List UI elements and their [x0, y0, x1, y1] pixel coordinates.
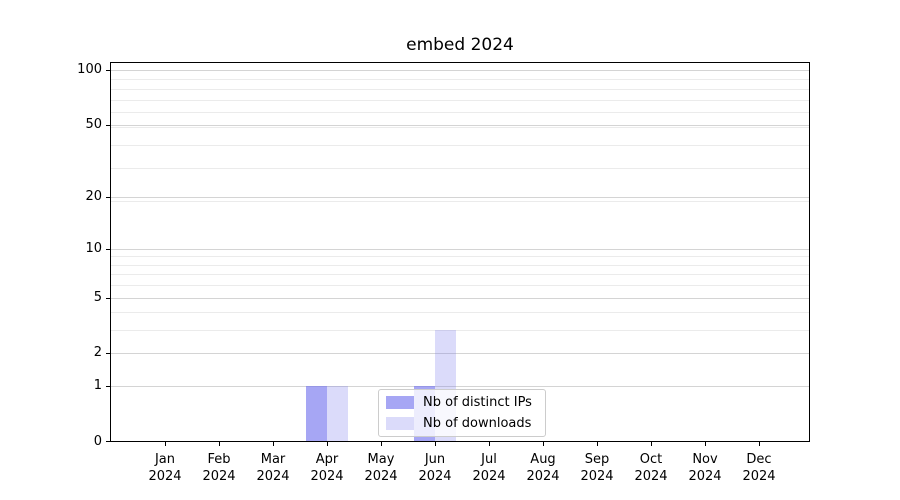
gridline-minor	[110, 126, 810, 128]
gridline-minor	[110, 112, 810, 113]
gridline-minor	[110, 200, 810, 202]
chart-title: embed 2024	[406, 35, 514, 55]
x-tick-label: Feb 2024	[187, 451, 251, 485]
x-tick-label: Jul 2024	[457, 451, 521, 485]
gridline-major	[110, 70, 810, 71]
gridline-major	[110, 353, 810, 355]
gridline-minor	[110, 312, 810, 314]
x-tick-mark	[489, 442, 490, 446]
legend-label-downloads: Nb of downloads	[423, 416, 532, 431]
x-tick-mark	[597, 442, 598, 446]
gridline-major	[110, 297, 810, 299]
x-tick-month: Nov	[692, 452, 718, 467]
y-tick-mark	[106, 386, 110, 388]
x-tick-month: Mar	[260, 452, 286, 467]
y-tick-label: 20	[85, 188, 102, 204]
y-tick-mark	[106, 196, 110, 198]
x-tick-label: Jun 2024	[403, 451, 467, 485]
gridline-minor	[110, 99, 810, 101]
x-tick-label: Sep 2024	[565, 451, 629, 485]
x-tick-mark	[381, 442, 382, 446]
legend-swatch-downloads	[386, 417, 414, 430]
x-tick-month: Apr	[315, 452, 339, 467]
gridline-minor	[110, 264, 810, 266]
gridline-minor	[110, 330, 810, 332]
x-tick-label: May 2024	[349, 451, 413, 485]
y-tick-mark	[106, 248, 110, 250]
y-tick-label: 50	[85, 117, 102, 133]
y-tick-mark	[106, 353, 110, 355]
x-tick-year: 2024	[310, 469, 344, 484]
x-tick-mark	[273, 442, 274, 446]
x-tick-mark	[543, 442, 544, 446]
x-tick-month: Dec	[746, 452, 772, 467]
x-tick-label: Aug 2024	[511, 451, 575, 485]
x-tick-year: 2024	[634, 469, 668, 484]
plot-area: 0 1 2 5 10 20 50 100 Jan 2024 Feb 2024 Mar 2024 Apr 202…	[77, 62, 810, 484]
y-tick-label: 100	[77, 62, 102, 77]
y-tick-label: 2	[93, 345, 102, 361]
x-tick-year: 2024	[364, 469, 398, 484]
x-tick-mark	[219, 442, 220, 446]
x-tick-month: Jan	[154, 452, 176, 467]
gridline-minor	[110, 88, 810, 90]
x-tick-year: 2024	[688, 469, 722, 484]
x-tick-label: Jan 2024	[133, 451, 197, 485]
x-tick-year: 2024	[418, 469, 452, 484]
x-tick-month: Sep	[584, 452, 610, 467]
gridline-minor	[110, 274, 810, 276]
x-tick-label: Oct 2024	[619, 451, 683, 485]
x-tick-label: Nov 2024	[673, 451, 737, 485]
x-tick-label: Dec 2024	[727, 451, 791, 485]
bar-nb-of-downloads-apr	[327, 386, 348, 442]
x-tick-label: Mar 2024	[241, 451, 305, 485]
x-tick-month: Aug	[530, 452, 556, 467]
plot-frame	[110, 62, 810, 442]
x-tick-mark	[165, 442, 166, 446]
gridline-minor	[110, 144, 810, 146]
gridline-minor	[110, 79, 810, 81]
y-tick-mark	[106, 441, 110, 442]
x-tick-month: Feb	[207, 452, 231, 467]
gridline-major	[110, 386, 810, 388]
y-tick-label: 0	[93, 434, 102, 449]
x-tick-label: Apr 2024	[295, 451, 359, 485]
x-tick-year: 2024	[472, 469, 506, 484]
x-tick-month: May	[367, 452, 395, 467]
legend-label-distinct-ips: Nb of distinct IPs	[423, 395, 532, 410]
x-tick-year: 2024	[526, 469, 560, 484]
bar-nb-of-distinct-ips-apr	[306, 386, 327, 442]
gridline-minor	[110, 285, 810, 287]
x-tick-month: Jun	[424, 452, 446, 467]
x-tick-year: 2024	[580, 469, 614, 484]
x-tick-month: Jul	[481, 452, 497, 467]
y-tick-label: 10	[85, 240, 102, 256]
legend-swatch-distinct-ips	[386, 396, 414, 409]
x-tick-month: Oct	[639, 452, 663, 467]
legend: Nb of distinct IPs Nb of downloads	[378, 389, 546, 437]
gridline-minor	[110, 256, 810, 258]
x-tick-mark	[327, 442, 328, 446]
legend-item-distinct-ips: Nb of distinct IPs	[386, 393, 538, 412]
x-tick-year: 2024	[148, 469, 182, 484]
x-tick-mark	[705, 442, 706, 446]
x-tick-year: 2024	[202, 469, 236, 484]
y-tick-label: 5	[93, 289, 102, 305]
gridline-major	[110, 196, 810, 198]
x-tick-mark	[435, 442, 436, 446]
gridline-major	[110, 248, 810, 250]
x-tick-mark	[651, 442, 652, 446]
x-tick-year: 2024	[256, 469, 290, 484]
y-tick-mark	[106, 125, 110, 127]
y-tick-mark	[106, 70, 110, 71]
y-tick-mark	[106, 297, 110, 299]
gridline-major	[110, 125, 810, 127]
legend-item-downloads: Nb of downloads	[386, 414, 538, 433]
x-tick-year: 2024	[742, 469, 776, 484]
y-tick-label: 1	[93, 378, 102, 394]
x-tick-mark	[759, 442, 760, 446]
gridline-minor	[110, 167, 810, 169]
